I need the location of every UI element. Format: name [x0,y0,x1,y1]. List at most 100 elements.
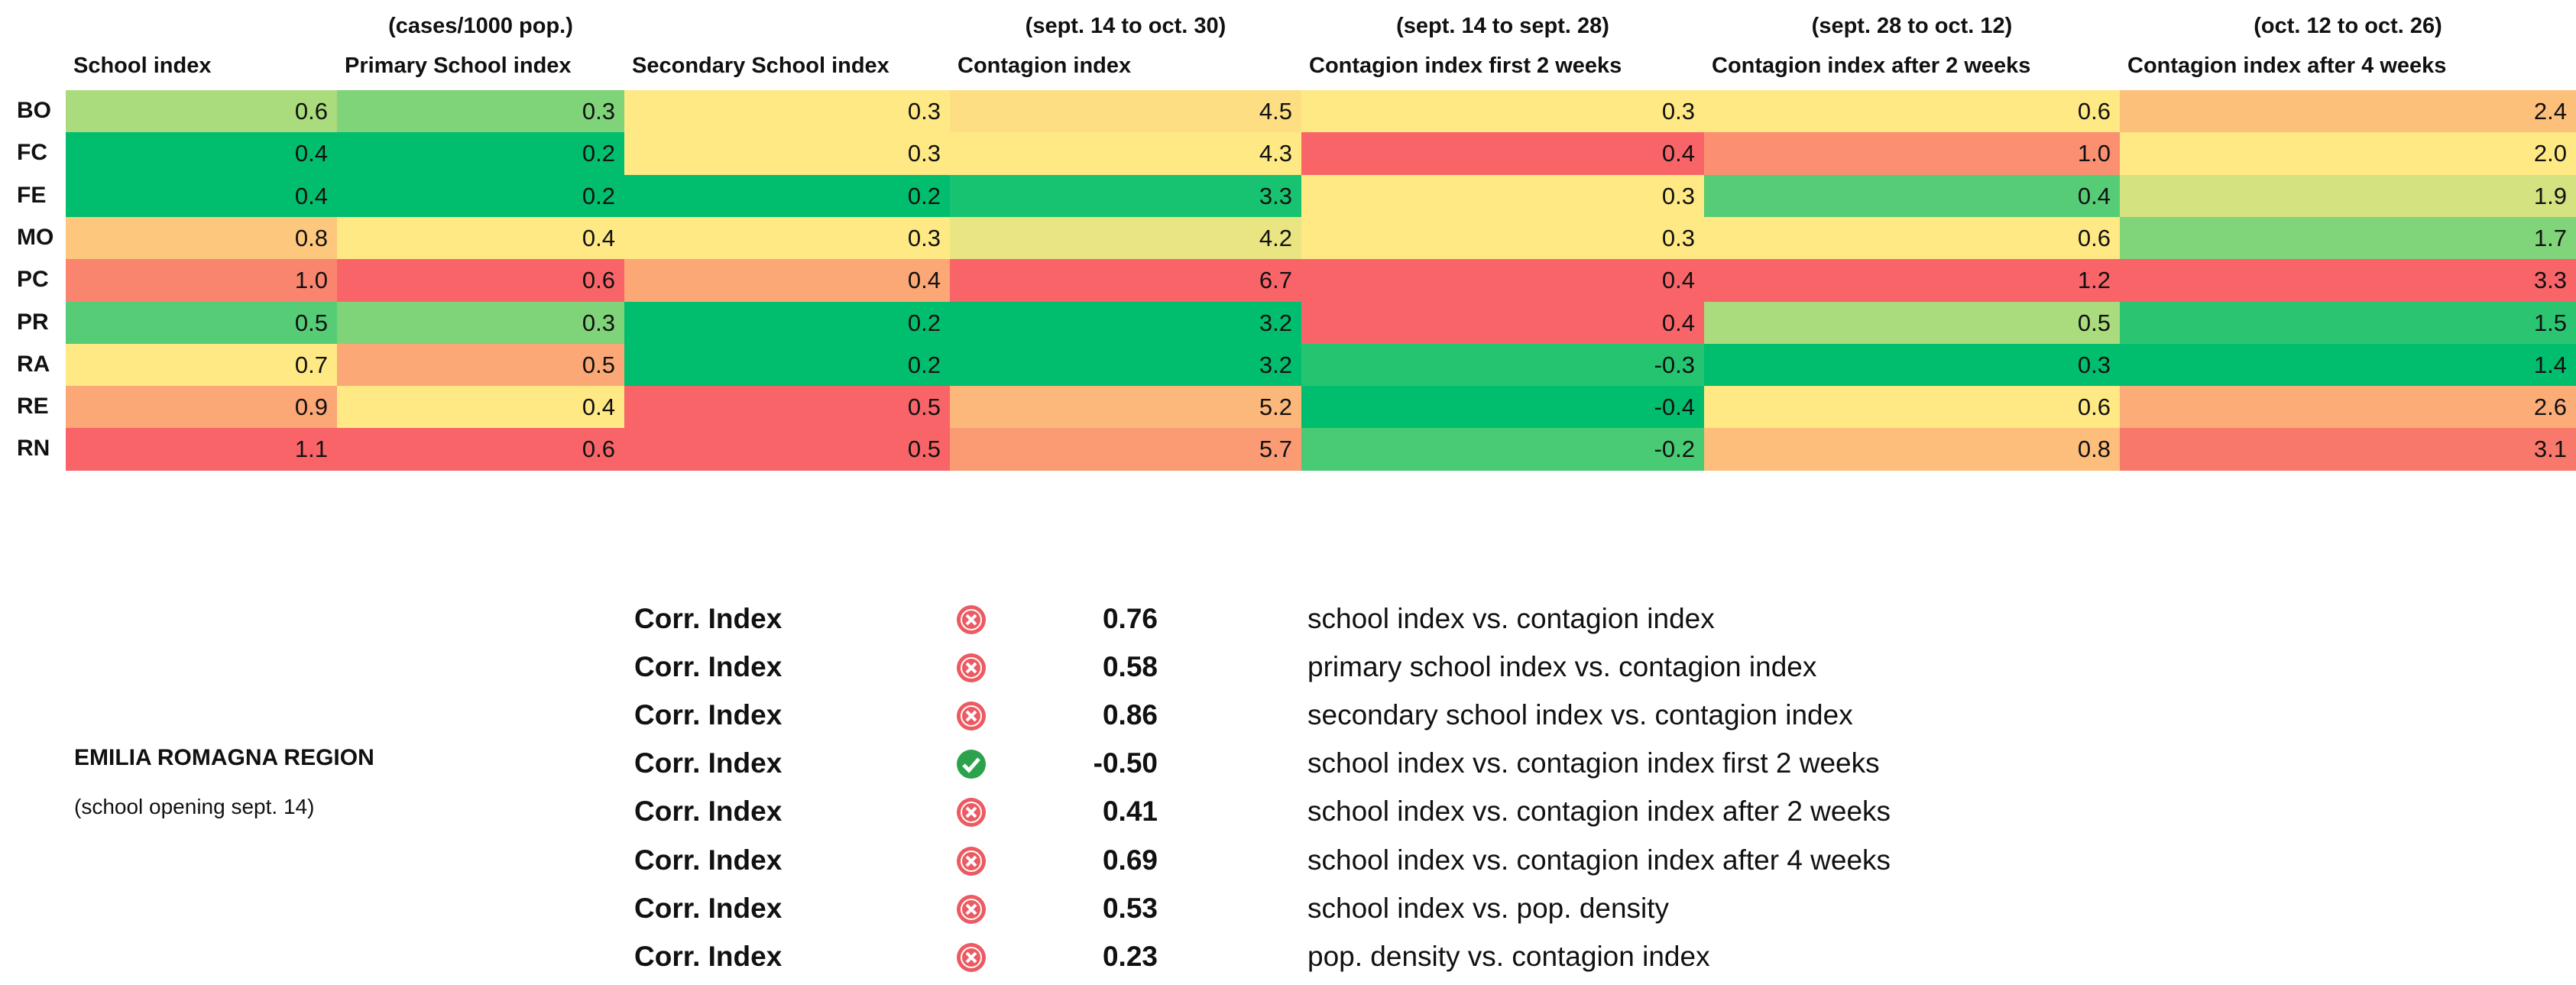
cross-icon [957,701,986,731]
row-label: RA [17,351,50,377]
region-title: EMILIA ROMAGNA REGION [74,745,374,770]
cell: 0.4 [66,132,337,176]
cell: 0.6 [1704,386,2120,429]
column-header: Contagion index after 4 weeks [2127,53,2447,78]
cell: -0.2 [1301,428,1704,471]
cell: 0.2 [624,301,950,345]
row-label: RE [17,394,49,420]
row-label: FC [17,140,47,166]
cell: 4.3 [950,132,1301,176]
cell: 0.3 [1301,174,1704,218]
status-icon [955,845,987,877]
cell: 0.3 [1301,90,1704,133]
cell: 0.3 [624,90,950,133]
cell: 4.2 [950,216,1301,260]
cell: 0.2 [624,343,950,387]
row-label: MO [17,224,54,250]
cell: 0.3 [624,216,950,260]
corr-value: 0.23 [1102,940,1158,972]
cell: 1.4 [2120,343,2576,387]
corr-value: 0.69 [1102,844,1158,876]
header-note: (sept. 28 to oct. 12) [1811,14,2013,38]
corr-description: school index vs. contagion index [1307,603,1715,634]
cell: 0.9 [66,386,337,429]
corr-label: Corr. Index [634,795,783,828]
status-icon [955,604,987,636]
cell: 0.6 [1704,90,2120,133]
cross-icon [957,894,986,924]
cell: 3.1 [2120,428,2576,471]
cell: 5.7 [950,428,1301,471]
cell: 3.3 [950,174,1301,218]
cell: 1.2 [1704,259,2120,302]
cell: 2.0 [2120,132,2576,176]
cell: -0.3 [1301,343,1704,387]
cell: 0.4 [66,174,337,218]
column-header: Contagion index [957,53,1132,78]
header-note: (cases/1000 pop.) [388,14,573,38]
cell: 0.5 [337,343,624,387]
cell: 2.6 [2120,386,2576,429]
corr-description: pop. density vs. contagion index [1307,940,1710,972]
cell: 0.4 [1704,174,2120,218]
status-icon [955,941,987,974]
cell: 0.6 [337,428,624,471]
row-label: FE [17,182,47,208]
cell: 2.4 [2120,90,2576,133]
cell: 0.3 [337,90,624,133]
corr-label: Corr. Index [634,651,783,683]
cell: 5.2 [950,386,1301,429]
corr-label: Corr. Index [634,699,783,731]
cell: 0.2 [337,174,624,218]
corr-label: Corr. Index [634,892,783,924]
cell: 0.8 [66,216,337,260]
corr-label: Corr. Index [634,603,783,634]
cell: 0.6 [66,90,337,133]
corr-description: school index vs. pop. density [1307,892,1670,924]
corr-value: 0.41 [1102,795,1158,828]
corr-description: school index vs. contagion index first 2… [1307,747,1880,779]
corr-value: 0.76 [1102,603,1158,634]
cell: -0.4 [1301,386,1704,429]
corr-description: primary school index vs. contagion index [1307,651,1817,683]
cell: 0.5 [624,428,950,471]
cell: 3.3 [2120,259,2576,302]
column-header: School index [73,53,212,78]
corr-label: Corr. Index [634,940,783,972]
cell: 0.2 [624,174,950,218]
header-note: (sept. 14 to oct. 30) [1025,14,1226,38]
corr-value: 0.58 [1102,651,1158,683]
cell: 0.5 [66,301,337,345]
status-icon [955,748,987,780]
cell: 0.8 [1704,428,2120,471]
cell: 0.6 [1704,216,2120,260]
check-icon [957,750,986,779]
cell: 0.3 [624,132,950,176]
corr-value: 0.86 [1102,699,1158,731]
cell: 0.5 [1704,301,2120,345]
cell: 1.7 [2120,216,2576,260]
corr-label: Corr. Index [634,844,783,876]
cell: 0.4 [1301,259,1704,302]
row-label: PR [17,309,49,335]
cell: 1.9 [2120,174,2576,218]
cell: 0.3 [1301,216,1704,260]
corr-value: 0.53 [1102,892,1158,924]
cross-icon [957,605,986,634]
corr-value: -0.50 [1093,747,1158,779]
status-icon [955,652,987,684]
row-label: PC [17,267,49,293]
corr-description: school index vs. contagion index after 2… [1307,795,1891,828]
cell: 0.4 [1301,301,1704,345]
cell: 6.7 [950,259,1301,302]
cell: 0.4 [624,259,950,302]
cell: 0.3 [1704,343,2120,387]
column-header: Contagion index after 2 weeks [1712,53,2031,78]
cross-icon [957,798,986,828]
column-header: Secondary School index [632,53,889,78]
corr-label: Corr. Index [634,747,783,779]
cell: 3.2 [950,343,1301,387]
cell: 1.0 [1704,132,2120,176]
column-header: Primary School index [345,53,572,78]
